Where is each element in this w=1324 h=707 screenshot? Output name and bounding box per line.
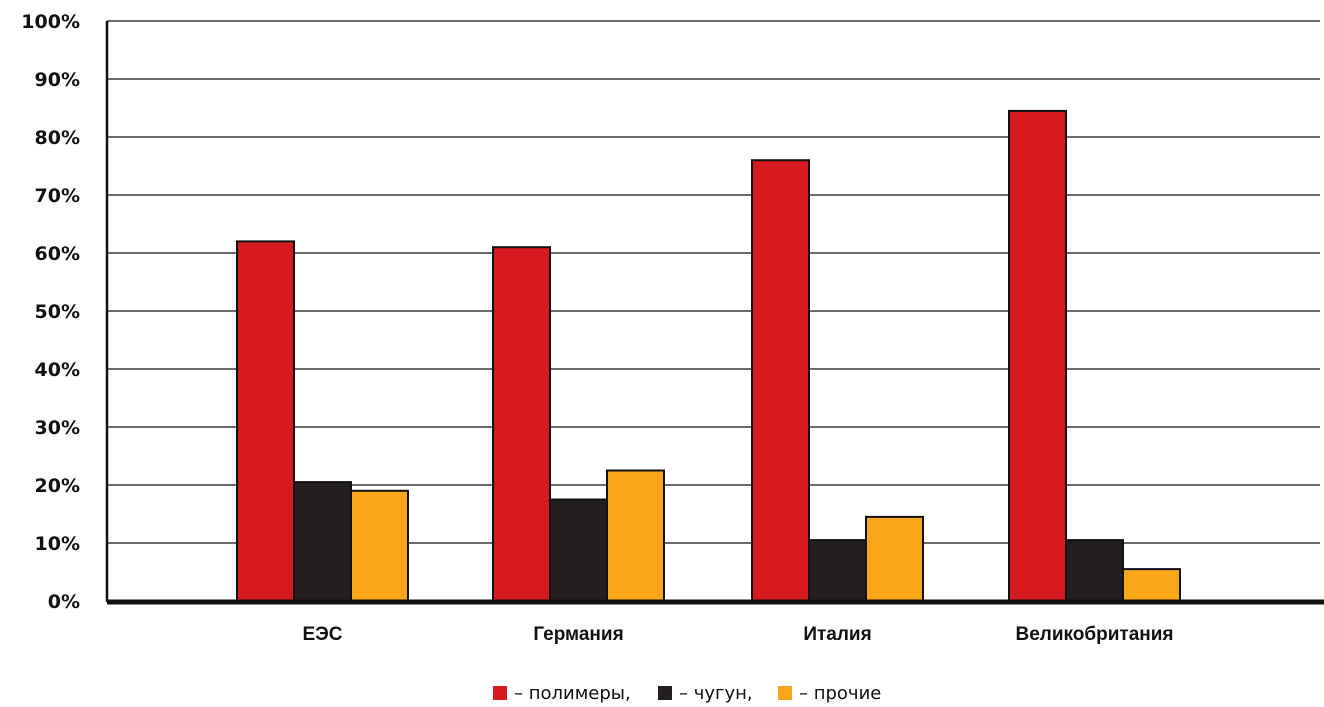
bar: [1065, 539, 1124, 602]
legend-label: – полимеры,: [514, 683, 631, 704]
x-tick-label: Германия: [533, 624, 623, 645]
y-tick-label: 60%: [35, 243, 80, 265]
axes: [105, 21, 1324, 605]
y-tick-label: 100%: [21, 11, 80, 33]
x-tick-label: Италия: [803, 624, 871, 645]
bar: [549, 498, 608, 602]
bar: [1008, 109, 1067, 603]
y-tick-label: 40%: [35, 359, 80, 381]
bar: [865, 515, 924, 603]
bar: [293, 481, 352, 603]
bar: [350, 489, 409, 602]
legend-swatch: [778, 686, 792, 700]
y-tick-label: 30%: [35, 417, 80, 439]
bars: [236, 109, 1181, 603]
legend-label: – чугун,: [679, 683, 753, 704]
bar: [236, 240, 295, 602]
bar: [808, 539, 867, 602]
x-tick-label: Великобритания: [1015, 624, 1173, 645]
y-tick-label: 20%: [35, 475, 80, 497]
legend-swatch: [493, 686, 507, 700]
legend: – полимеры, – чугун, – прочие: [493, 683, 881, 704]
y-axis-tick-labels: 0% 10% 20% 30% 40% 50% 60% 70% 80% 90% 100%: [21, 11, 80, 613]
y-tick-label: 50%: [35, 301, 80, 323]
y-tick-label: 80%: [35, 127, 80, 149]
x-tick-label: ЕЭС: [303, 624, 343, 645]
x-axis-tick-labels: ЕЭС Германия Италия Великобритания: [303, 624, 1174, 645]
y-tick-label: 0%: [48, 591, 80, 613]
y-tick-label: 90%: [35, 69, 80, 91]
bar: [492, 246, 551, 602]
y-tick-label: 70%: [35, 185, 80, 207]
bar: [606, 469, 665, 602]
bar: [751, 159, 810, 602]
legend-swatch: [658, 686, 672, 700]
y-tick-label: 10%: [35, 533, 80, 555]
bar: [1122, 568, 1181, 602]
legend-label: – прочие: [799, 683, 881, 704]
